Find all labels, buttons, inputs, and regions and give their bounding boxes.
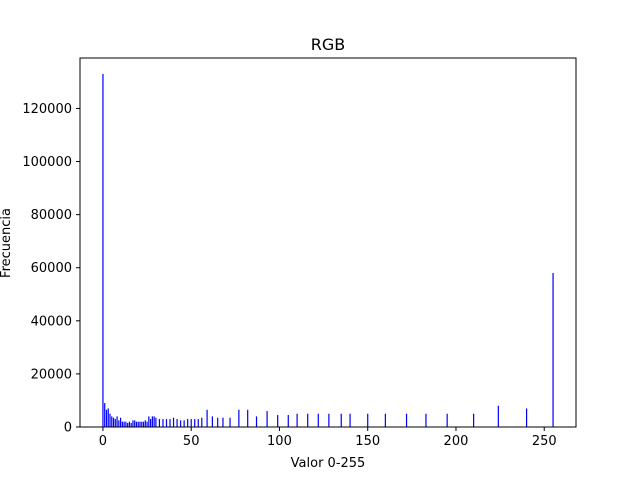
histogram-bar <box>137 421 139 427</box>
histogram-bar <box>111 416 113 427</box>
histogram-bar <box>121 421 123 427</box>
histogram-bar <box>102 73 104 428</box>
histogram-bar <box>132 420 134 427</box>
x-tick-label: 0 <box>99 434 107 449</box>
histogram-bar <box>229 417 231 427</box>
histogram-bar <box>169 419 171 427</box>
histogram-bar <box>158 419 161 427</box>
histogram-bar <box>153 416 155 427</box>
histogram-bar <box>104 403 106 427</box>
chart-title: RGB <box>311 35 346 54</box>
histogram-bar <box>139 421 141 427</box>
histogram-bar <box>165 419 168 427</box>
histogram-bar <box>525 408 528 427</box>
histogram-bar <box>194 419 196 427</box>
histogram-bar <box>287 415 289 427</box>
histogram-bar <box>135 421 138 427</box>
histogram-bar <box>118 420 120 427</box>
histogram-bar <box>176 419 178 427</box>
histogram-bar <box>340 413 342 427</box>
y-tick-label: 60000 <box>31 261 72 276</box>
histogram-bar <box>144 420 146 427</box>
histogram-bar <box>130 423 132 427</box>
y-tick-label: 20000 <box>31 367 72 382</box>
x-axis-label: Valor 0-255 <box>291 456 366 471</box>
histogram-bar <box>114 419 116 427</box>
x-tick-label: 200 <box>444 434 469 449</box>
histogram-bar <box>142 421 145 427</box>
histogram-bar <box>187 419 189 427</box>
y-axis-label: Frecuencia <box>0 208 14 278</box>
histogram-bar <box>107 408 109 427</box>
histogram-bar <box>112 417 115 427</box>
histogram-bar <box>206 409 208 427</box>
histogram-bar <box>217 417 219 427</box>
histogram-bar <box>446 413 448 427</box>
histogram-bar <box>384 413 386 427</box>
histogram-bar <box>120 417 122 427</box>
y-tick-label: 80000 <box>31 208 72 223</box>
histogram-bar <box>105 409 108 427</box>
histogram-bar <box>296 413 298 427</box>
histogram-bar <box>222 417 224 427</box>
histogram-bar <box>552 273 554 427</box>
y-tick-label: 100000 <box>22 155 72 170</box>
y-tick-label: 40000 <box>31 314 72 329</box>
bar-series <box>102 73 554 428</box>
histogram-bar <box>255 416 258 427</box>
histogram-bar <box>266 411 268 427</box>
y-tick-label: 120000 <box>22 102 72 117</box>
histogram-bar <box>497 405 499 427</box>
y-axis-ticks: 0 20000 40000 60000 80000 100000 120000 <box>22 102 80 436</box>
histogram-bar <box>201 417 203 427</box>
x-tick-label: 250 <box>532 434 557 449</box>
histogram-bar <box>247 409 249 427</box>
histogram-bar <box>473 413 475 427</box>
histogram-bar <box>123 421 125 427</box>
histogram-bar <box>146 421 148 427</box>
histogram-bar <box>180 420 182 427</box>
histogram-bar <box>125 421 127 427</box>
plot-frame <box>79 57 577 428</box>
histogram-bar <box>148 416 150 427</box>
x-tick-label: 150 <box>355 434 380 449</box>
histogram-bar <box>238 409 240 427</box>
histogram-bar <box>197 419 199 427</box>
histogram-bar <box>367 413 369 427</box>
histogram-bar <box>172 417 175 427</box>
x-axis-ticks: 0 50 100 150 200 250 <box>99 427 557 449</box>
histogram-bar <box>183 420 185 427</box>
histogram-bar <box>328 413 330 427</box>
histogram-bar <box>211 416 213 427</box>
histogram-bar <box>162 419 164 427</box>
histogram-bar <box>405 413 408 427</box>
histogram-bar <box>425 413 427 427</box>
histogram-bar <box>134 420 136 427</box>
histogram-bar <box>127 423 129 427</box>
histogram-bar <box>150 419 152 427</box>
y-tick-label: 0 <box>64 421 72 436</box>
histogram-bar <box>128 421 131 427</box>
histogram-bar <box>190 419 192 427</box>
histogram-bar <box>155 417 157 427</box>
histogram-bar <box>141 421 143 427</box>
histogram-bar <box>349 413 351 427</box>
x-tick-label: 100 <box>267 434 292 449</box>
histogram-bar <box>151 416 153 427</box>
histogram-bar <box>307 413 309 427</box>
histogram-bar <box>277 415 279 427</box>
x-tick-label: 50 <box>183 434 200 449</box>
histogram-bar <box>116 416 118 427</box>
histogram-bar <box>317 413 319 427</box>
histogram-bar <box>109 413 111 427</box>
